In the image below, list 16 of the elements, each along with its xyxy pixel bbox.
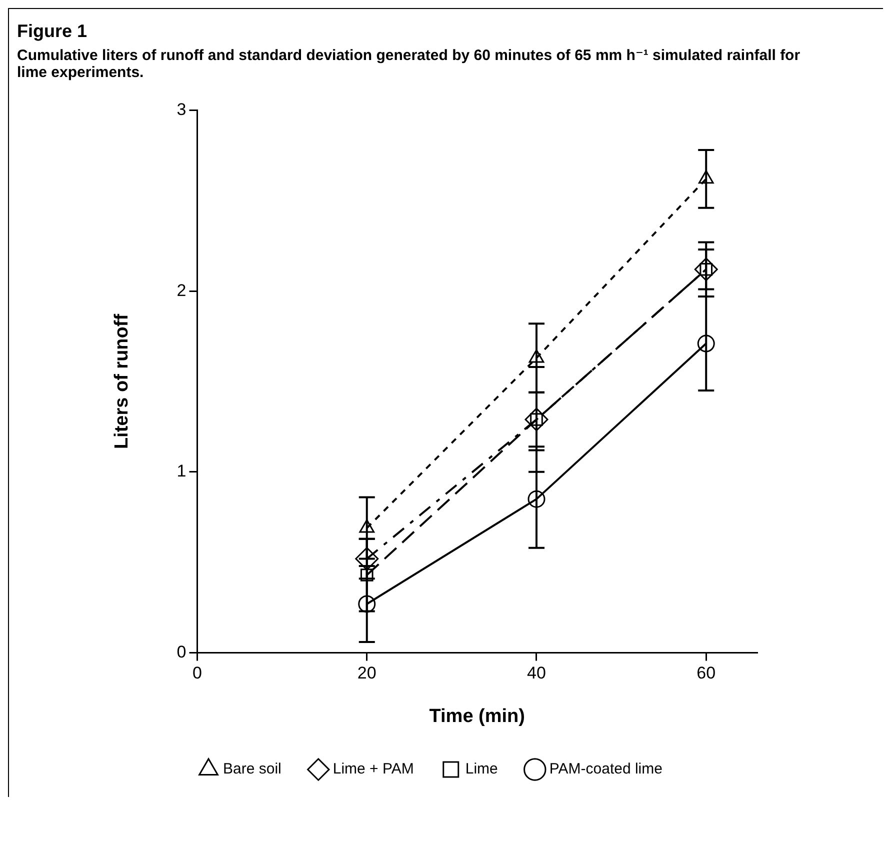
x-tick-label: 60 [696,664,716,683]
legend-label: Bare soil [223,760,282,778]
legend-label: Lime [465,760,498,778]
x-tick-label: 20 [357,664,376,683]
y-tick-label: 0 [176,642,186,662]
legend-label: PAM-coated lime [549,760,662,778]
x-tick-label: 0 [192,664,202,683]
y-axis-title: Liters of runoff [112,313,133,450]
y-tick-label: 3 [176,100,186,119]
text: Figure 1 [17,21,88,42]
chart-subtitle: Cumulative liters of runoff and standard deviation generated by 60 minutes of 65 mm h⁻¹ simulated rainfall for lime experiments. [17,46,802,81]
y-tick-label: 2 [176,280,186,300]
x-axis-title: Time (min) [429,706,525,727]
x-tick-label: 40 [527,664,546,683]
y-tick-label: 1 [176,462,186,481]
legend-label: Lime + PAM [332,760,414,778]
